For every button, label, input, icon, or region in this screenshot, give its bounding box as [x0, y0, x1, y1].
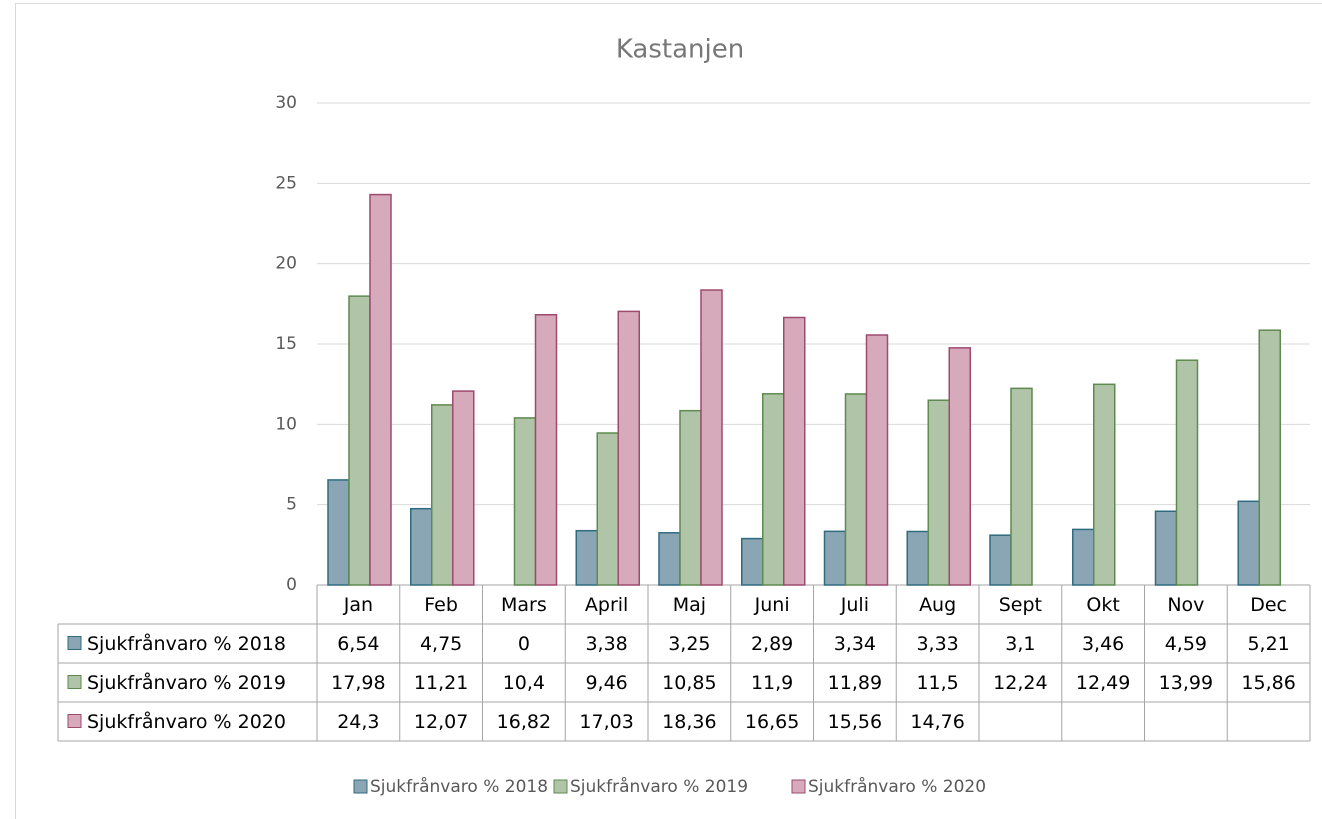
table-cell: 16,65 [745, 711, 799, 733]
x-tick-label: Feb [424, 594, 458, 616]
bar [783, 316, 806, 586]
table-cell: 9,46 [585, 672, 627, 694]
table-cell: 15,56 [828, 711, 882, 733]
table-cell: 12,49 [1076, 672, 1130, 694]
table-cell: 0 [518, 633, 530, 655]
legend-label: Sjukfrånvaro % 2019 [570, 776, 748, 797]
y-tick-label: 30 [275, 93, 297, 113]
table-cell: 12,24 [993, 672, 1047, 694]
table-cell: 2,89 [751, 633, 793, 655]
bar [741, 537, 764, 586]
bar [1093, 383, 1116, 586]
x-tick-label: Maj [673, 594, 706, 616]
bar [948, 347, 971, 586]
table-cell: 15,86 [1241, 672, 1295, 694]
table-cell: 10,85 [662, 672, 716, 694]
chart-frame [15, 3, 1322, 819]
table-cell: 3,46 [1082, 633, 1124, 655]
table-cell: 18,36 [662, 711, 716, 733]
table-cell: 3,25 [668, 633, 710, 655]
x-tick-label: Aug [919, 594, 956, 616]
x-tick-label: Juni [754, 594, 790, 616]
table-row-label: Sjukfrånvaro % 2019 [87, 671, 286, 694]
table-legend-key [67, 714, 82, 728]
table-row-label: Sjukfrånvaro % 2020 [87, 710, 286, 733]
y-tick-label: 5 [286, 495, 297, 515]
x-tick-label: Juli [840, 594, 869, 616]
table-cell: 17,03 [579, 711, 633, 733]
x-tick-label: April [585, 594, 628, 616]
legend-key [791, 779, 806, 794]
bar [348, 295, 371, 586]
table-cell: 10,4 [503, 672, 545, 694]
bar [1010, 387, 1033, 586]
bar [1154, 510, 1178, 586]
legend-key [353, 779, 368, 794]
y-tick-label: 10 [275, 414, 297, 434]
table-cell: 3,38 [585, 633, 627, 655]
bar [865, 334, 889, 586]
bar [431, 404, 454, 586]
x-tick-label: Mars [501, 594, 547, 616]
x-tick-label: Okt [1086, 594, 1119, 616]
bar [906, 530, 929, 586]
table-cell: 11,89 [828, 672, 882, 694]
bar [823, 530, 847, 586]
y-tick-label: 0 [286, 575, 297, 595]
x-tick-label: Sept [999, 594, 1042, 616]
legend-key [553, 779, 568, 794]
table-cell: 5,21 [1247, 633, 1289, 655]
chart-title: Kastanjen [616, 35, 744, 65]
legend-label: Sjukfrånvaro % 2018 [370, 776, 548, 797]
table-cell: 3,34 [834, 633, 876, 655]
bar [534, 314, 558, 586]
table-cell: 14,76 [910, 711, 964, 733]
table-cell: 17,98 [331, 672, 385, 694]
table-cell: 24,3 [337, 711, 379, 733]
bar [1237, 500, 1260, 586]
table-cell: 13,99 [1159, 672, 1213, 694]
table-legend-key [67, 675, 82, 689]
bar [762, 393, 785, 586]
x-tick-label: Nov [1167, 594, 1204, 616]
bar [1175, 359, 1199, 586]
table-cell: 4,75 [420, 633, 462, 655]
bar [844, 393, 868, 586]
table-cell: 11,21 [414, 672, 468, 694]
table-cell: 11,5 [916, 672, 958, 694]
y-tick-label: 25 [275, 173, 297, 193]
table-legend-key [67, 636, 82, 650]
bar [658, 532, 681, 586]
y-tick-label: 20 [275, 254, 297, 274]
table-cell: 4,59 [1165, 633, 1207, 655]
bar [700, 289, 723, 586]
bar [927, 399, 950, 586]
x-tick-label: Dec [1250, 594, 1287, 616]
x-tick-label: Jan [343, 594, 373, 616]
bar [513, 417, 537, 586]
bar [1072, 528, 1095, 586]
bar [596, 432, 619, 586]
table-cell: 12,07 [414, 711, 468, 733]
bar [575, 529, 598, 586]
bar [1258, 329, 1281, 586]
bar [410, 507, 433, 586]
bar [679, 409, 702, 586]
table-cell: 6,54 [337, 633, 379, 655]
bar [327, 479, 350, 586]
bar [989, 534, 1012, 586]
bar [617, 310, 640, 586]
bar [369, 193, 392, 586]
table-cell: 11,9 [751, 672, 793, 694]
bar [452, 390, 475, 586]
table-row-label: Sjukfrånvaro % 2018 [87, 632, 286, 655]
legend-label: Sjukfrånvaro % 2020 [808, 776, 986, 797]
table-cell: 3,1 [1005, 633, 1035, 655]
table-cell: 3,33 [916, 633, 958, 655]
y-tick-label: 15 [275, 334, 297, 354]
table-cell: 16,82 [497, 711, 551, 733]
